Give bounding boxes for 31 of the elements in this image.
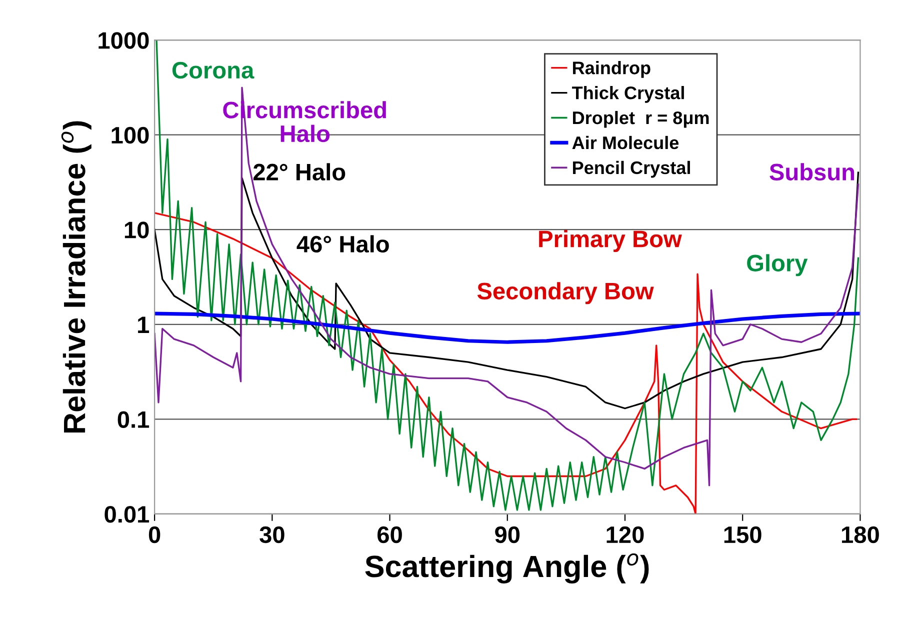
annotation: Secondary Bow xyxy=(477,282,654,304)
y-tick-label: 100 xyxy=(112,126,149,144)
annotation: 46° Halo xyxy=(296,235,389,253)
legend-label: Droplet r = 8μm xyxy=(573,110,709,128)
line-series xyxy=(154,212,858,514)
annotation: Corona xyxy=(172,62,254,79)
annotation: Glory xyxy=(747,254,808,276)
x-tick-label: 120 xyxy=(606,526,644,544)
legend-label: Air Molecule xyxy=(572,136,679,150)
x-tick-label: 30 xyxy=(260,526,284,544)
line-series xyxy=(154,312,860,344)
x-tick-label: 180 xyxy=(842,526,879,544)
x-tick-label: 0 xyxy=(148,526,160,544)
line-series xyxy=(156,40,860,511)
x-axis-title: Scattering Angle ($^{o}$) xyxy=(365,553,649,584)
annotation: 22° Halo xyxy=(253,163,346,181)
y-tick-label: 1000 xyxy=(98,32,149,49)
y-axis-title: Relative Irradiance ($^{o}$) xyxy=(61,121,92,432)
annotation: Subsun xyxy=(770,163,854,181)
y-tick-label: 0.01 xyxy=(104,506,150,523)
legend-label: Thick Crystal xyxy=(572,86,684,103)
x-tick-label: 90 xyxy=(495,526,520,544)
line-series xyxy=(154,86,860,486)
legend-label: Pencil Crystal xyxy=(573,160,690,178)
y-tick-label: 10 xyxy=(124,222,149,238)
annotation: Primary Bow xyxy=(539,230,682,252)
x-tick-label: 60 xyxy=(378,526,402,544)
legend-label: Raindrop xyxy=(573,61,650,78)
x-tick-label: 150 xyxy=(724,526,762,544)
y-tick-label: 1 xyxy=(138,316,150,333)
y-tick-label: 0.1 xyxy=(118,411,150,428)
